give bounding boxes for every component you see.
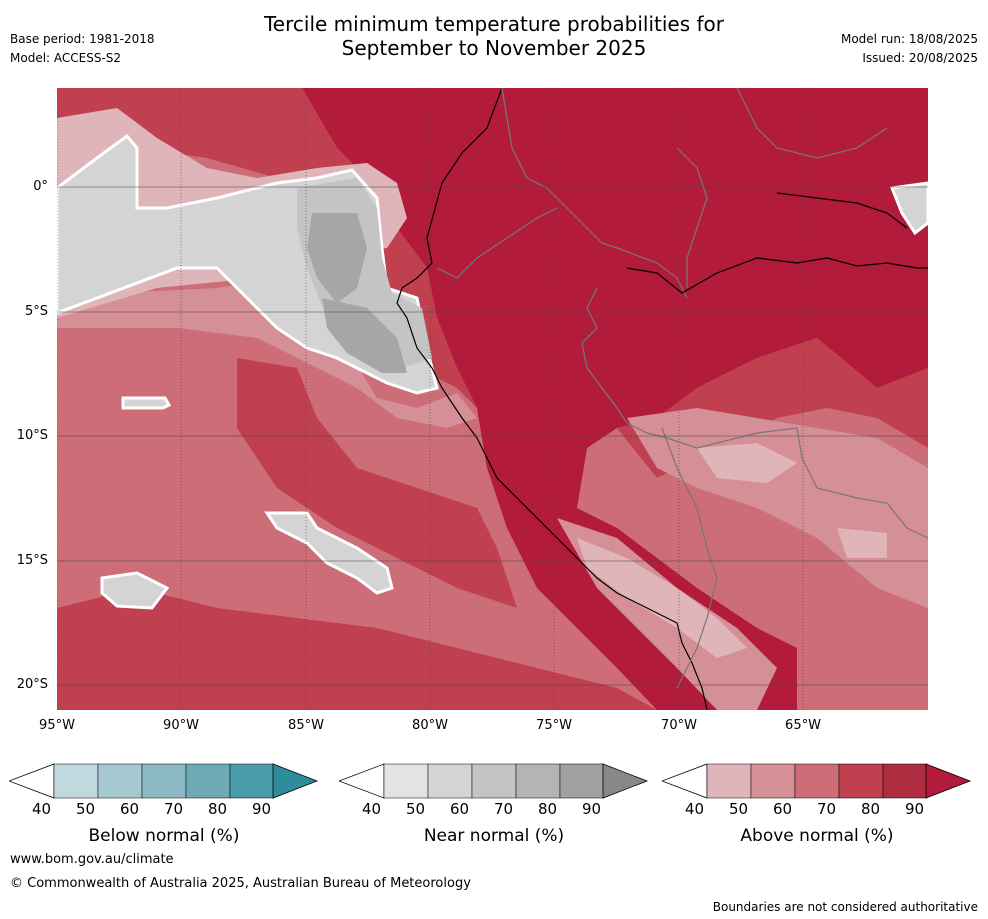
cb-above-tick-90: 90 [905, 800, 925, 818]
river-north [776, 192, 908, 229]
model-run-text: Model run: 18/08/2025 [840, 32, 978, 46]
colorbar-near-cell-50-60 [427, 763, 473, 799]
lat-label-0: 0° [33, 179, 48, 194]
above-90-region [302, 88, 928, 710]
colorbar-below-ticks: 40 50 60 70 80 90 [32, 800, 308, 820]
above-50-region-east [697, 443, 797, 483]
model-text: Model: ACCESS-S2 [10, 51, 122, 65]
cb-near-tick-60: 60 [450, 800, 470, 818]
colorbar-below-cell-80-90 [229, 763, 275, 799]
cb-near-tick-90: 90 [582, 800, 602, 818]
base-period-text: Base period: 1981-2018 [10, 32, 155, 46]
website-link[interactable]: www.bom.gov.au/climate [10, 852, 174, 867]
colorbar-above-cell-60-70 [794, 763, 840, 799]
cb-below-tick-80: 80 [208, 800, 228, 818]
probability-map [57, 88, 928, 710]
near-normal-region-southwest [264, 511, 394, 595]
disclaimer-text: Boundaries are not considered authoritat… [712, 900, 978, 914]
above-60-region-west [57, 278, 477, 428]
near-normal-80-region-2 [322, 298, 407, 373]
chart-title: Tercile minimum temperature probabilitie… [0, 12, 988, 60]
country-border-bolivia-east [696, 427, 928, 539]
colorbar-below-max-arrow [272, 763, 319, 799]
lon-label-75w: 75°W [536, 718, 572, 733]
colorbar-above-label: Above normal (%) [740, 826, 894, 846]
colorbar-below-min-arrow [9, 763, 55, 799]
cb-near-tick-40: 40 [362, 800, 382, 818]
near-normal-80-region [307, 213, 367, 303]
colorbar-below-normal [9, 763, 319, 799]
copyright-text: © Commonwealth of Australia 2025, Austra… [10, 876, 471, 891]
issued-text: Issued: 20/08/2025 [862, 51, 978, 65]
cb-below-tick-60: 60 [120, 800, 140, 818]
lon-label-80w: 80°W [412, 718, 448, 733]
lon-label-85w: 85°W [288, 718, 324, 733]
colorbar-below-cell-40-50 [53, 763, 99, 799]
cb-near-tick-80: 80 [538, 800, 558, 818]
colorbar-near-cell-80-90 [559, 763, 605, 799]
above-50-region-coast [577, 538, 747, 658]
colorbar-below-cell-60-70 [141, 763, 187, 799]
lat-label-5s: 5°S [24, 304, 48, 319]
colorbar-near-ticks: 40 50 60 70 80 90 [362, 800, 638, 820]
cb-below-tick-50: 50 [76, 800, 96, 818]
colorbar-above-cell-70-80 [838, 763, 884, 799]
colorbar-above-cell-50-60 [750, 763, 796, 799]
cb-below-tick-40: 40 [32, 800, 52, 818]
colorbar-near-max-arrow [602, 763, 649, 799]
near-normal-region-northeast [889, 181, 928, 236]
lat-label-20s: 20°S [16, 677, 48, 692]
colorbar-above-max-arrow [925, 763, 972, 799]
near-normal-region-tiny [121, 396, 172, 410]
colorbar-above-cell-80-90 [882, 763, 928, 799]
lat-label-15s: 15°S [16, 553, 48, 568]
country-border-venezuela [736, 88, 888, 159]
colorbar-below-cell-50-60 [97, 763, 143, 799]
graticule-parallels [57, 186, 928, 686]
colorbar-above-ticks: 40 50 60 70 80 90 [685, 800, 961, 820]
colorbar-above-normal [662, 763, 972, 799]
country-border-peru-brazil [581, 287, 698, 449]
coastline [396, 88, 708, 710]
lon-label-65w: 65°W [785, 718, 821, 733]
lon-label-90w: 90°W [163, 718, 199, 733]
above-80-region-south [57, 588, 657, 710]
cb-above-tick-80: 80 [861, 800, 881, 818]
cb-near-tick-70: 70 [494, 800, 514, 818]
near-normal-region-small [100, 571, 170, 610]
country-border-bolivia [661, 427, 718, 689]
cb-above-tick-60: 60 [773, 800, 793, 818]
lat-label-10s: 10°S [16, 428, 48, 443]
above-50-region-southeast [837, 528, 887, 558]
colorbar-near-cell-40-50 [383, 763, 429, 799]
colorbar-near-cell-70-80 [515, 763, 561, 799]
colorbar-above-cell-40-50 [706, 763, 752, 799]
country-border-colombia [676, 147, 708, 288]
title-line-1: Tercile minimum temperature probabilitie… [263, 12, 725, 36]
lon-label-70w: 70°W [661, 718, 697, 733]
colorbar-near-cell-60-70 [471, 763, 517, 799]
cb-above-tick-40: 40 [685, 800, 705, 818]
colorbar-below-label: Below normal (%) [88, 826, 240, 846]
country-border-north [501, 88, 688, 299]
colorbar-near-normal [339, 763, 649, 799]
lon-label-95w: 95°W [39, 718, 75, 733]
cb-above-tick-70: 70 [817, 800, 837, 818]
colorbar-near-min-arrow [339, 763, 385, 799]
above-80-region-band [237, 358, 517, 608]
cb-below-tick-70: 70 [164, 800, 184, 818]
colorbar-above-min-arrow [662, 763, 708, 799]
cb-below-tick-90: 90 [252, 800, 272, 818]
river-amazon [626, 257, 928, 294]
colorbar-near-label: Near normal (%) [423, 826, 565, 846]
title-line-2: September to November 2025 [341, 36, 647, 60]
cb-near-tick-50: 50 [406, 800, 426, 818]
country-border-peru-ecuador [436, 207, 558, 279]
cb-above-tick-50: 50 [729, 800, 749, 818]
colorbar-below-cell-70-80 [185, 763, 231, 799]
